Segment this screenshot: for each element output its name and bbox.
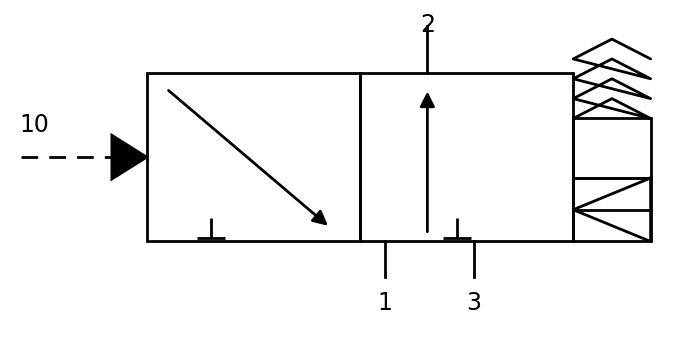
Polygon shape	[112, 135, 147, 179]
Bar	[573, 178, 651, 241]
Text: 3: 3	[466, 291, 482, 315]
Text: 10: 10	[20, 113, 50, 137]
Bar	[147, 73, 360, 241]
Bar	[573, 118, 651, 178]
Text: 2: 2	[420, 13, 435, 37]
Text: 1: 1	[378, 291, 392, 315]
Bar	[360, 73, 573, 241]
